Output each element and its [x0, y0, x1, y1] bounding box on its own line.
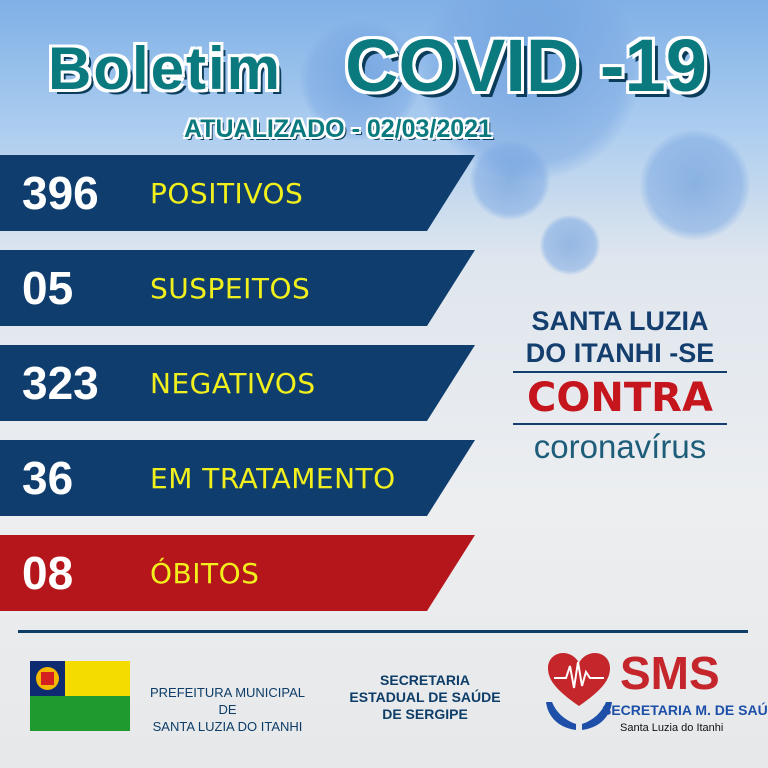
stat-row: 36 EM TRATAMENTO	[0, 440, 475, 516]
prefeitura-text: PREFEITURA MUNICIPAL DE SANTA LUZIA DO I…	[140, 684, 315, 735]
stat-row: 08 ÓBITOS	[0, 535, 475, 611]
stat-value: 05	[22, 262, 74, 314]
sms-line1: SECRETARIA M. DE SAÚDE	[602, 702, 768, 718]
stat-row: 05 SUSPEITOS	[0, 250, 475, 326]
estadual-line1: SECRETARIA	[380, 672, 470, 688]
stat-row: 323 NEGATIVOS	[0, 345, 475, 421]
divider	[513, 371, 727, 373]
slogan-line2: DO ITANHI -SE	[525, 338, 715, 368]
municipal-flag	[30, 661, 130, 731]
title-covid: COVID -19	[345, 24, 707, 107]
slogan-contra: CONTRA	[527, 375, 713, 421]
sms-title: SMS	[620, 647, 720, 699]
slogan-line1: SANTA LUZIA	[531, 306, 709, 336]
stat-value: 396	[22, 167, 99, 219]
estadual-line2: ESTADUAL DE SAÚDE	[349, 689, 501, 705]
stat-value: 323	[22, 357, 99, 409]
stat-label: POSITIVOS	[150, 176, 304, 210]
prefeitura-line2: SANTA LUZIA DO ITANHI	[152, 719, 303, 734]
stat-label: EM TRATAMENTO	[150, 461, 396, 495]
virus-decoration	[470, 140, 550, 220]
title-boletim: Boletim	[48, 35, 283, 102]
virus-decoration	[640, 130, 750, 240]
hands-icon	[546, 702, 612, 730]
footer-divider	[18, 630, 748, 633]
estadual-line3: DE SERGIPE	[382, 706, 468, 722]
stat-value: 36	[22, 452, 74, 504]
stat-row: 396 POSITIVOS	[0, 155, 475, 231]
stat-value: 08	[22, 547, 74, 599]
sms-line2: Santa Luzia do Itanhi	[620, 722, 724, 734]
virus-decoration	[300, 20, 420, 140]
stat-label: ÓBITOS	[150, 556, 260, 590]
slogan: SANTA LUZIA DO ITANHI -SE CONTRA coronav…	[505, 305, 735, 467]
updated-date: ATUALIZADO - 02/03/2021	[184, 115, 492, 143]
divider	[513, 423, 727, 425]
stat-label: SUSPEITOS	[150, 271, 311, 305]
heart-icon	[548, 653, 610, 706]
secretaria-estadual-text: SECRETARIA ESTADUAL DE SAÚDE DE SERGIPE	[340, 672, 510, 723]
stat-label: NEGATIVOS	[150, 366, 316, 400]
header: Boletim COVID -19 ATUALIZADO - 02/03/202…	[0, 0, 768, 150]
prefeitura-line1: PREFEITURA MUNICIPAL DE	[149, 685, 306, 717]
virus-decoration	[540, 215, 600, 275]
sms-logo: SMS SECRETARIA M. DE SAÚDE Santa Luzia d…	[540, 647, 768, 740]
slogan-coronavirus: coronavírus	[533, 428, 707, 465]
